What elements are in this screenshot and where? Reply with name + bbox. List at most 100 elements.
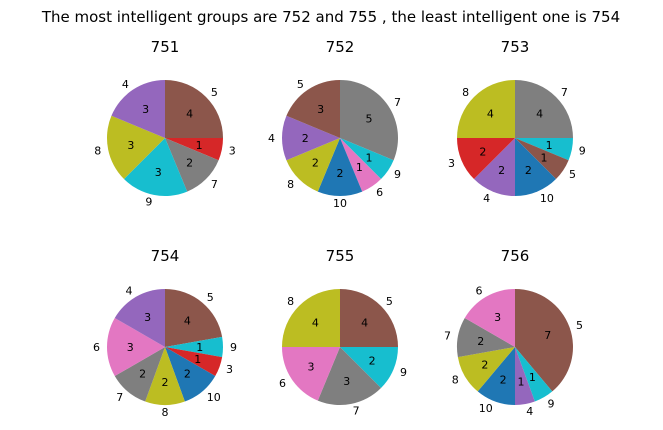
pie-slice [473,138,515,196]
pie-slice [515,289,573,392]
slice-value-label: 2 [500,374,507,387]
pie-slice [340,138,394,180]
slice-category-label: 6 [93,341,100,354]
slice-category-label: 4 [126,285,133,298]
pie-slice [111,80,165,138]
slice-value-label: 2 [302,132,309,145]
pie-slice [515,80,573,138]
pie-slice [282,289,340,347]
pie-slice [515,138,557,196]
pie-slice [145,347,185,405]
slice-category-label: 5 [569,168,576,181]
slice-category-label: 8 [162,406,169,419]
pie-slice [457,80,515,138]
slice-category-label: 7 [394,96,401,109]
slice-value-label: 1 [365,151,372,164]
pie-slice [340,347,398,389]
slice-value-label: 1 [518,375,525,388]
slice-value-label: 4 [536,107,543,120]
slice-value-label: 4 [487,107,494,120]
slice-category-label: 4 [526,405,533,418]
slice-category-label: 3 [226,363,233,376]
figure-title: The most intelligent groups are 752 and … [41,8,620,26]
pie-title: 753 [501,38,530,56]
pie-chart-755: 755 4 5 2 9 3 7 3 6 4 8 [279,247,407,418]
slice-value-label: 1 [356,161,363,174]
slice-value-label: 2 [369,354,376,367]
slice-value-label: 3 [308,360,315,373]
pie-chart-753: 753 4 7 1 9 1 5 2 10 2 4 2 3 4 8 [448,38,586,205]
pie-slice [165,347,216,402]
pie-slice [165,347,223,376]
pie-slice [515,347,553,402]
slice-value-label: 2 [312,157,319,170]
slice-value-label: 4 [312,316,319,329]
slice-category-label: 7 [116,391,123,404]
pie-slice [456,318,515,358]
slice-category-label: 5 [211,86,218,99]
slice-value-label: 4 [361,316,368,329]
slice-value-label: 3 [317,103,324,116]
pie-slice [457,347,515,392]
slice-category-label: 8 [287,178,294,191]
slice-value-label: 3 [155,166,162,179]
pie-title: 755 [326,247,355,265]
slice-value-label: 5 [365,113,372,126]
pie-title: 752 [326,38,355,56]
slice-category-label: 6 [376,186,383,199]
slice-category-label: 4 [268,132,275,145]
slice-value-label: 1 [196,139,203,152]
slice-category-label: 7 [353,405,360,418]
slice-value-label: 2 [481,358,488,371]
pie-slice [282,347,340,401]
slice-category-label: 9 [400,366,407,379]
pie-slice [281,115,340,161]
slice-category-label: 9 [145,196,152,209]
pie-slice [317,138,363,197]
pie-title: 756 [501,247,530,265]
slice-value-label: 2 [337,167,344,180]
slice-category-label: 9 [579,145,586,158]
pie-slice [165,336,224,358]
pie-slice [165,138,219,192]
slice-category-label: 10 [333,197,347,210]
slice-value-label: 2 [184,368,191,381]
pie-slice [464,289,515,347]
slice-category-label: 3 [448,157,455,170]
pie-slice [114,289,165,347]
pie-slice [340,289,398,347]
pie-slice [165,289,223,347]
slice-value-label: 1 [546,139,553,152]
slice-category-label: 7 [561,86,568,99]
slice-value-label: 7 [544,329,551,342]
slice-category-label: 8 [462,86,469,99]
slice-value-label: 1 [196,341,203,354]
slice-value-label: 3 [343,375,350,388]
slice-category-label: 9 [394,168,401,181]
pie-title: 751 [151,38,180,56]
pie-slice [106,318,165,376]
slice-category-label: 8 [287,295,294,308]
slice-category-label: 5 [207,291,214,304]
slice-category-label: 8 [94,145,101,158]
pie-slice [457,138,515,180]
pie-slice [165,138,223,161]
pie-slice [515,138,573,161]
pie-slice [477,347,515,405]
pie-slice [286,79,340,138]
pie-slice [340,138,382,192]
pie-slice [317,347,382,406]
slice-category-label: 7 [211,178,218,191]
pie-slice [340,79,399,161]
slice-value-label: 1 [540,151,547,164]
slice-value-label: 3 [127,139,134,152]
slice-value-label: 3 [144,311,151,324]
slice-category-label: 4 [483,192,490,205]
slice-value-label: 3 [142,103,149,116]
slice-category-label: 3 [229,145,236,158]
